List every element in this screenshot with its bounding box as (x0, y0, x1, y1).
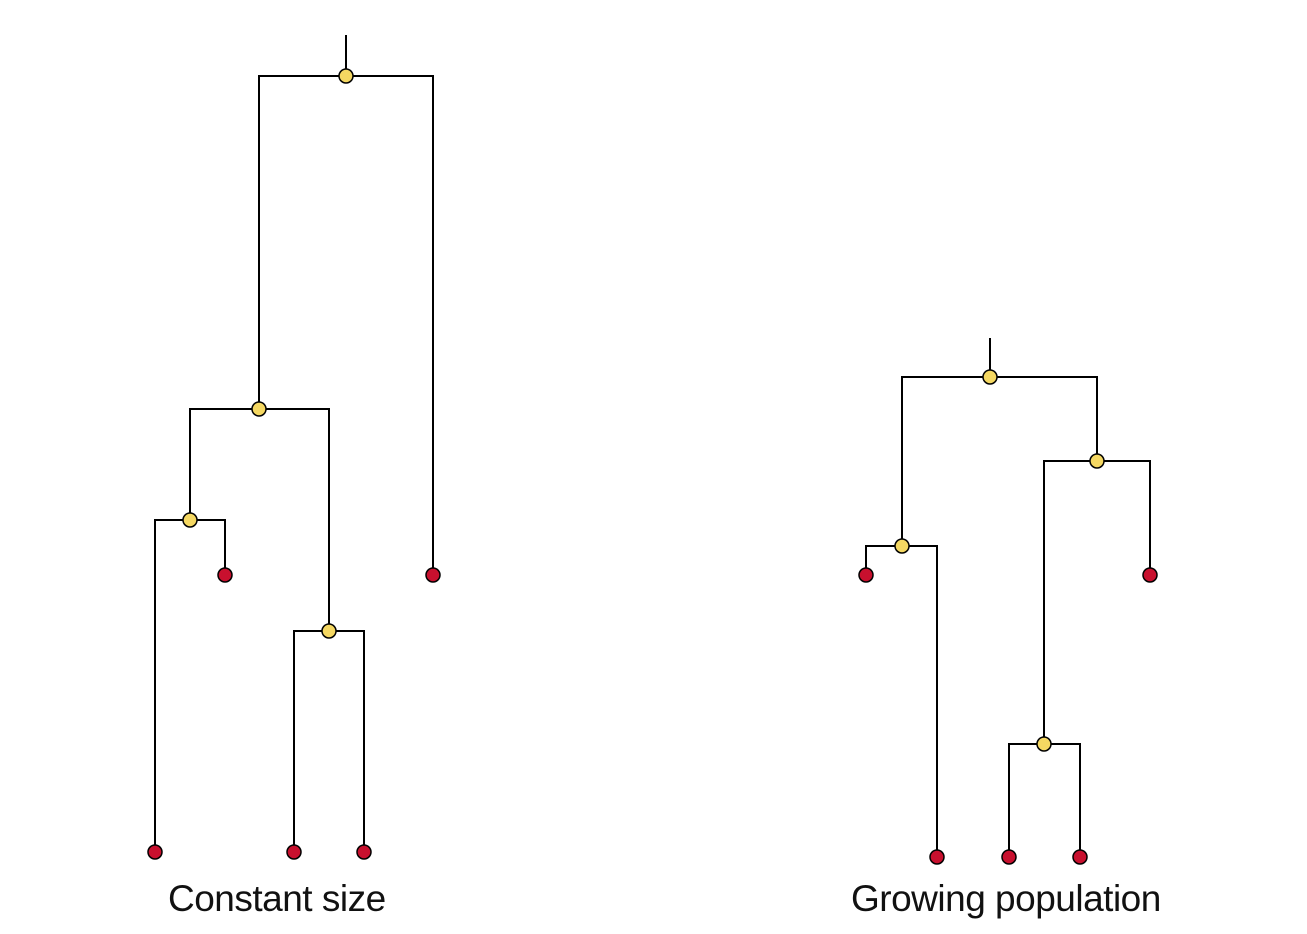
sample-tip-node (1001, 849, 1017, 865)
branches (154, 35, 434, 852)
sample-tip-node (217, 567, 233, 583)
tree-growing-population (858, 338, 1158, 865)
coalescent-node (182, 512, 198, 528)
coalescent-node (1036, 736, 1052, 752)
tree-constant-size (147, 35, 441, 860)
nodes (147, 68, 441, 860)
coalescent-node (894, 538, 910, 554)
coalescent-node (1089, 453, 1105, 469)
sample-tip-node (286, 844, 302, 860)
branches (865, 338, 1151, 857)
sample-tip-node (147, 844, 163, 860)
caption-growing-population: Growing population (851, 878, 1161, 919)
coalescent-node (321, 623, 337, 639)
sample-tip-node (929, 849, 945, 865)
nodes (858, 369, 1158, 865)
coalescent-node (251, 401, 267, 417)
sample-tip-node (1072, 849, 1088, 865)
coalescent-node (982, 369, 998, 385)
caption-constant-size: Constant size (168, 878, 386, 919)
sample-tip-node (858, 567, 874, 583)
sample-tip-node (356, 844, 372, 860)
sample-tip-node (425, 567, 441, 583)
sample-tip-node (1142, 567, 1158, 583)
coalescent-node (338, 68, 354, 84)
